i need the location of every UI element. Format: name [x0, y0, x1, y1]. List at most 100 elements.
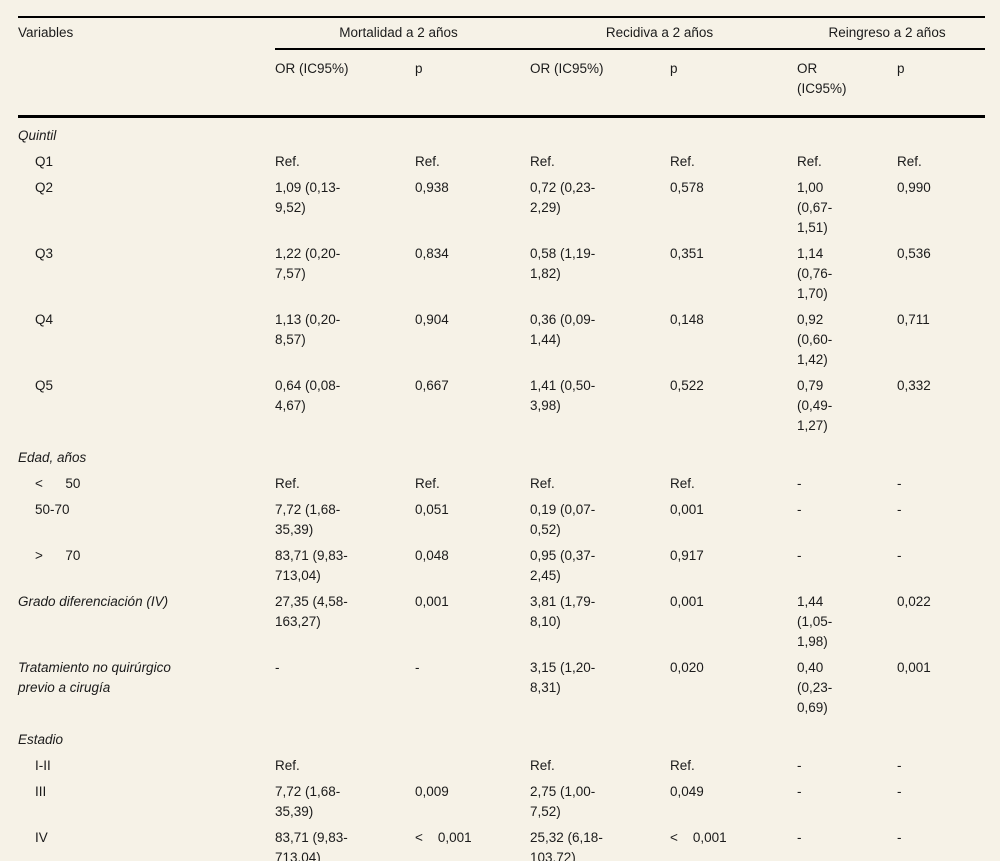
cell-p-reingreso: -	[897, 758, 902, 773]
cell-or-reingreso: -	[797, 784, 802, 799]
cell-or-mortalidad: 7,72 (1,68- 35,39)	[275, 502, 341, 537]
cell-or-recidiva: Ref.	[530, 154, 555, 169]
cell-or-reingreso: -	[797, 502, 802, 517]
cell-or-mortalidad: Ref.	[275, 476, 300, 491]
row-label: > 70	[35, 548, 81, 563]
cell-or-mortalidad: 0,64 (0,08- 4,67)	[275, 378, 341, 413]
column-header-variables: Variables	[18, 16, 275, 118]
cell-p-mortalidad: 0,938	[415, 180, 449, 195]
cell-p-mortalidad: 0,001	[415, 594, 449, 609]
column-header-or-reingreso: OR (IC95%)	[797, 49, 898, 118]
cell-p-recidiva: 0,049	[670, 784, 704, 799]
cell-p-reingreso: -	[897, 830, 902, 845]
table-row-iv: IV 83,71 (9,83- 713,04) < 0,001 25,32 (6…	[18, 826, 985, 861]
cell-p-recidiva: < 0,001	[670, 830, 727, 845]
section-label: Edad, años	[18, 450, 87, 465]
cell-or-reingreso: 0,92 (0,60- 1,42)	[797, 312, 833, 367]
table-body: Quintil Q1 Ref. Ref. Ref. Ref. Ref. Ref.…	[18, 117, 985, 861]
group-header-row: Variables Mortalidad a 2 años Recidiva a…	[18, 16, 986, 118]
cell-or-recidiva: Ref.	[530, 476, 555, 491]
cell-p-mortalidad: 0,048	[415, 548, 449, 563]
table-row-mayor-70: > 70 83,71 (9,83- 713,04) 0,048 0,95 (0,…	[18, 544, 985, 590]
cell-or-recidiva: 2,75 (1,00- 7,52)	[530, 784, 596, 819]
cell-or-recidiva: 0,19 (0,07- 0,52)	[530, 502, 596, 537]
cell-p-mortalidad: Ref.	[415, 154, 440, 169]
table-header: Variables Mortalidad a 2 años Recidiva a…	[18, 16, 986, 118]
row-label: I-II	[35, 758, 51, 773]
cell-p-mortalidad: 0,834	[415, 246, 449, 261]
table-row-iii: III 7,72 (1,68- 35,39) 0,009 2,75 (1,00-…	[18, 780, 985, 826]
cell-p-reingreso: 0,536	[897, 246, 931, 261]
cell-p-reingreso: 0,332	[897, 378, 931, 393]
cell-p-reingreso: 0,711	[897, 312, 930, 327]
table-row-q2: Q2 1,09 (0,13- 9,52) 0,938 0,72 (0,23- 2…	[18, 176, 985, 242]
table-row-50-70: 50-70 7,72 (1,68- 35,39) 0,051 0,19 (0,0…	[18, 498, 985, 544]
cell-or-mortalidad: 83,71 (9,83- 713,04)	[275, 548, 348, 583]
cell-p-recidiva: 0,148	[670, 312, 704, 327]
row-label: < 50	[35, 476, 81, 491]
cell-or-reingreso: 1,14 (0,76- 1,70)	[797, 246, 833, 301]
cell-p-mortalidad: -	[415, 660, 420, 675]
cell-p-recidiva: Ref.	[670, 154, 695, 169]
cell-p-reingreso: -	[897, 476, 902, 491]
row-label: Q4	[35, 312, 54, 327]
cell-p-recidiva: Ref.	[670, 758, 695, 773]
cell-p-recidiva: 0,001	[670, 502, 704, 517]
group-header-mortalidad: Mortalidad a 2 años	[275, 16, 531, 50]
cell-or-mortalidad: Ref.	[275, 154, 300, 169]
group-header-recidiva: Recidiva a 2 años	[530, 16, 798, 50]
table-row-q3: Q3 1,22 (0,20- 7,57) 0,834 0,58 (1,19- 1…	[18, 242, 985, 308]
table-row-q5: Q5 0,64 (0,08- 4,67) 0,667 1,41 (0,50- 3…	[18, 374, 985, 440]
cell-or-recidiva: 25,32 (6,18- 103,72)	[530, 830, 603, 861]
cell-p-recidiva: 0,020	[670, 660, 704, 675]
regression-results-table: Variables Mortalidad a 2 años Recidiva a…	[18, 16, 986, 861]
cell-or-reingreso: 1,44 (1,05- 1,98)	[797, 594, 833, 649]
row-label: 50-70	[35, 502, 70, 517]
cell-or-recidiva: 3,15 (1,20- 8,31)	[530, 660, 596, 695]
cell-p-mortalidad: < 0,001	[415, 830, 472, 845]
table-row-grado-diferenciacion: Grado diferenciación (IV) 27,35 (4,58- 1…	[18, 590, 985, 656]
cell-p-reingreso: 0,001	[897, 660, 931, 675]
cell-p-mortalidad	[415, 754, 530, 780]
cell-or-reingreso: 0,40 (0,23- 0,69)	[797, 660, 833, 715]
cell-p-mortalidad: Ref.	[415, 476, 440, 491]
cell-p-recidiva: Ref.	[670, 476, 695, 491]
group-header-reingreso: Reingreso a 2 años	[797, 16, 986, 50]
cell-p-reingreso: 0,990	[897, 180, 931, 195]
cell-p-mortalidad: 0,009	[415, 784, 449, 799]
section-row-estadio: Estadio	[18, 722, 985, 754]
column-header-p-mortalidad: p	[415, 49, 531, 118]
cell-or-mortalidad: 7,72 (1,68- 35,39)	[275, 784, 341, 819]
cell-or-recidiva: Ref.	[530, 758, 555, 773]
column-header-or-mortalidad: OR (IC95%)	[275, 49, 415, 118]
row-label: Q3	[35, 246, 54, 261]
cell-or-recidiva: 0,36 (0,09- 1,44)	[530, 312, 596, 347]
cell-or-mortalidad: 1,13 (0,20- 8,57)	[275, 312, 341, 347]
row-label: Q5	[35, 378, 54, 393]
cell-or-mortalidad: Ref.	[275, 758, 300, 773]
cell-or-mortalidad: 1,09 (0,13- 9,52)	[275, 180, 341, 215]
cell-or-recidiva: 0,95 (0,37- 2,45)	[530, 548, 596, 583]
cell-p-recidiva: 0,917	[670, 548, 704, 563]
sub-header-row: OR (IC95%) p OR (IC95%) p OR (IC95%) p	[18, 49, 986, 118]
cell-p-reingreso: Ref.	[897, 154, 922, 169]
cell-p-reingreso: -	[897, 502, 902, 517]
cell-or-mortalidad: 1,22 (0,20- 7,57)	[275, 246, 341, 281]
cell-p-reingreso: -	[897, 784, 902, 799]
row-label: III	[35, 784, 47, 799]
table-row-q4: Q4 1,13 (0,20- 8,57) 0,904 0,36 (0,09- 1…	[18, 308, 985, 374]
cell-p-mortalidad: 0,051	[415, 502, 449, 517]
cell-or-recidiva: 1,41 (0,50- 3,98)	[530, 378, 596, 413]
row-label: Q1	[35, 154, 54, 169]
cell-or-reingreso: -	[797, 758, 802, 773]
cell-p-recidiva: 0,001	[670, 594, 704, 609]
cell-p-recidiva: 0,522	[670, 378, 704, 393]
section-row-edad: Edad, años	[18, 440, 985, 472]
table-row-i-ii: I-II Ref. Ref. Ref. - -	[18, 754, 985, 780]
cell-or-recidiva: 3,81 (1,79- 8,10)	[530, 594, 596, 629]
cell-or-reingreso: Ref.	[797, 154, 822, 169]
table-row-q1: Q1 Ref. Ref. Ref. Ref. Ref. Ref.	[18, 150, 985, 176]
cell-or-mortalidad: 27,35 (4,58- 163,27)	[275, 594, 348, 629]
cell-p-mortalidad: 0,667	[415, 378, 449, 393]
